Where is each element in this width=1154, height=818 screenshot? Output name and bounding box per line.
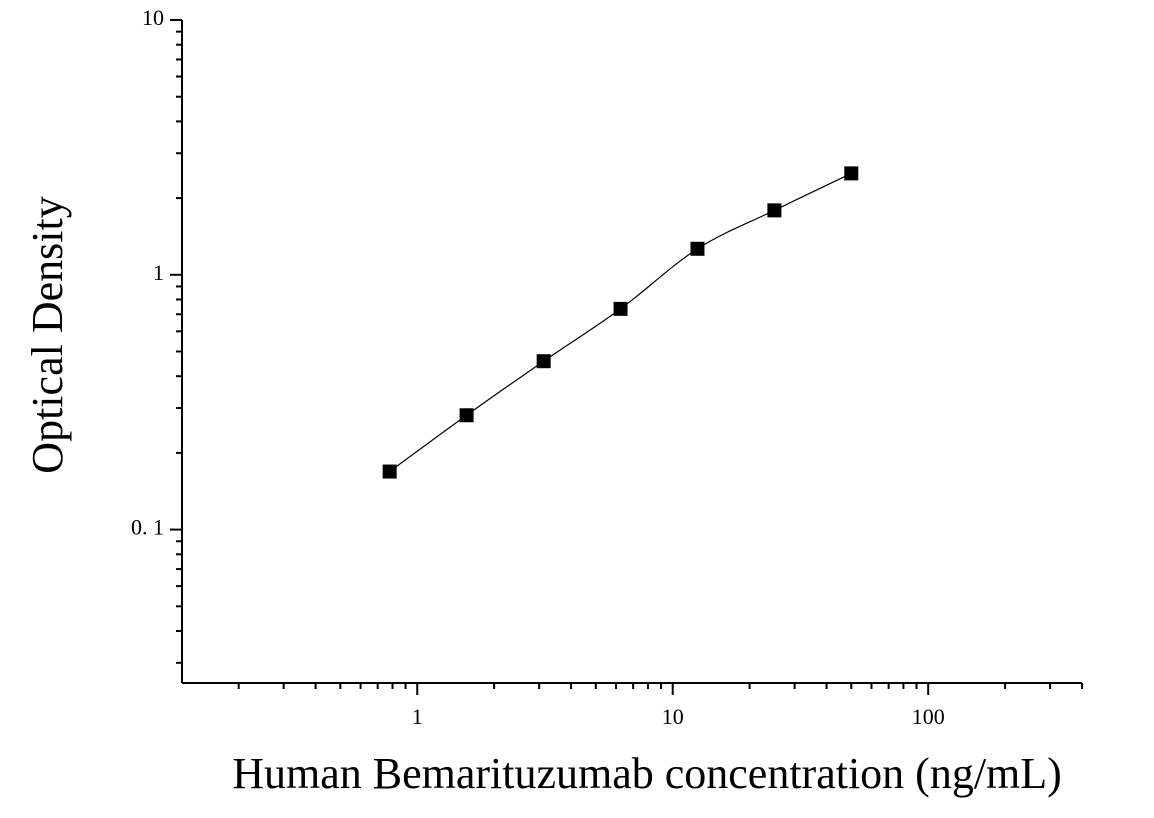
y-tick-label: 1 [153, 260, 164, 285]
data-point [459, 408, 474, 423]
fit-curve [389, 172, 852, 473]
data-point [690, 241, 705, 256]
x-tick-label: 1 [412, 704, 423, 729]
data-point [767, 203, 782, 218]
data-point [844, 166, 859, 181]
y-tick-label: 0. 1 [131, 515, 164, 540]
x-tick-label: 10 [662, 704, 684, 729]
x-axis-title: Human Bemarituzumab concentration (ng/mL… [232, 749, 1062, 798]
y-tick-label: 10 [142, 5, 164, 30]
x-tick-label: 100 [912, 704, 945, 729]
y-axis-title: Optical Density [23, 196, 72, 473]
data-point [536, 354, 551, 369]
data-point [382, 464, 397, 479]
data-point [613, 301, 628, 316]
